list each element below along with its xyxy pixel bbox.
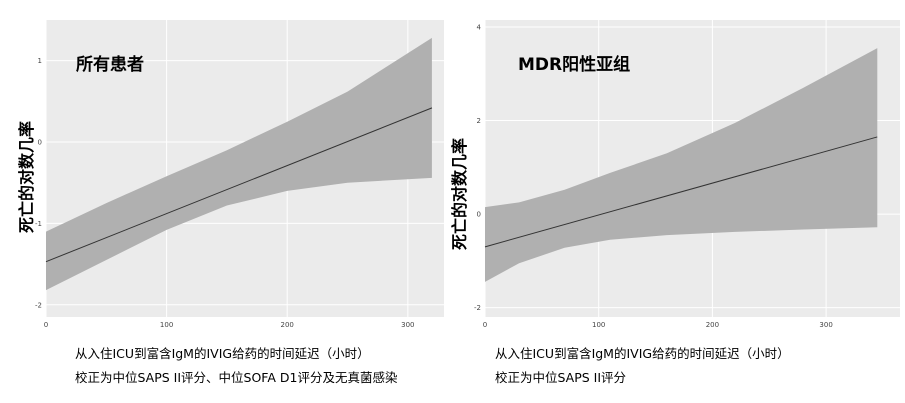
y-tick-label: 1 [38, 57, 42, 65]
y-tick-label: 0 [38, 139, 42, 147]
fitted-line [484, 136, 878, 248]
y-tick-label: -2 [35, 301, 42, 309]
x-axis-label: 从入住ICU到富含IgM的IVIG给药的时间延迟（小时） [495, 346, 790, 361]
y-axis-label: 死亡的对数几率 [450, 138, 469, 251]
x-tick-label: 200 [706, 321, 719, 329]
y-tick-label: 4 [477, 24, 482, 32]
chart-mdr-positive: 0 100 200 300 -2 0 2 4 [474, 20, 900, 329]
x-tick-label: 0 [483, 321, 487, 329]
confidence-band [485, 48, 878, 282]
panel-label: 所有患者 [76, 55, 144, 75]
x-tick-label: 100 [160, 321, 173, 329]
y-tick-label: -1 [35, 220, 42, 228]
x-tick-label: 0 [44, 321, 48, 329]
adjustment-note: 校正为中位SAPS II评分、中位SOFA D1评分及无真菌感染 [75, 370, 398, 385]
chart-panel-all-patients: 0 100 200 300 -2 -1 0 1 所有患者 死亡的对数几率 从入住ICU到富含I… [0, 0, 450, 403]
x-axis-label: 从入住ICU到富含IgM的IVIG给药的时间延迟（小时） [75, 346, 370, 361]
confidence-band [46, 37, 432, 291]
x-tick-label: 200 [281, 321, 294, 329]
chart-all-patients: 0 100 200 300 -2 -1 0 1 [35, 20, 444, 329]
fitted-line [45, 107, 433, 263]
y-tick-label: 2 [477, 117, 481, 125]
y-tick-label: -2 [474, 304, 481, 312]
x-tick-label: 300 [401, 321, 414, 329]
chart-panel-mdr-positive: 0 100 200 300 -2 0 2 4 MDR阳性亚组 死亡的对数几率 从入住ICU到富… [450, 0, 905, 403]
y-axis-label: 死亡的对数几率 [17, 121, 36, 234]
y-tick-label: 0 [477, 211, 481, 219]
x-tick-label: 300 [819, 321, 832, 329]
panel-label: MDR阳性亚组 [518, 55, 631, 75]
x-tick-label: 100 [592, 321, 605, 329]
adjustment-note: 校正为中位SAPS II评分 [495, 370, 627, 385]
